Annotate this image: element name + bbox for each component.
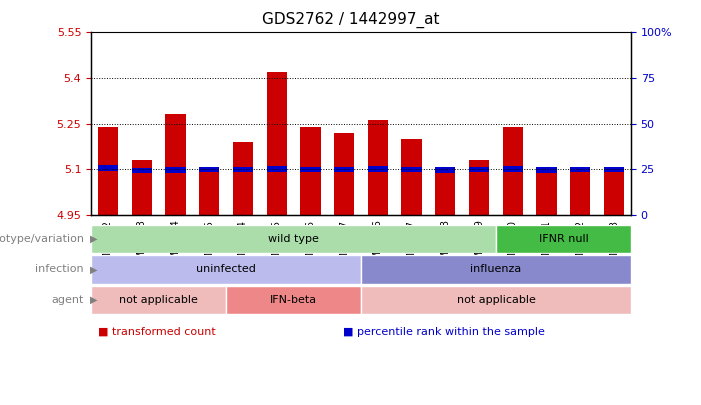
- Bar: [503, 166, 523, 172]
- Text: GDS2762 / 1442997_at: GDS2762 / 1442997_at: [261, 12, 440, 28]
- Bar: [402, 167, 422, 172]
- FancyBboxPatch shape: [361, 255, 631, 284]
- Text: agent: agent: [52, 295, 84, 305]
- FancyBboxPatch shape: [91, 286, 226, 314]
- Bar: [165, 167, 186, 173]
- Bar: [536, 172, 557, 215]
- Bar: [233, 167, 253, 172]
- Text: not applicable: not applicable: [119, 295, 198, 305]
- Text: not applicable: not applicable: [456, 295, 536, 305]
- Bar: [266, 166, 287, 172]
- Bar: [604, 169, 624, 215]
- Bar: [368, 166, 388, 172]
- Bar: [98, 166, 118, 171]
- Bar: [334, 167, 354, 173]
- Bar: [300, 127, 320, 215]
- Bar: [300, 167, 320, 172]
- Bar: [503, 127, 523, 215]
- Bar: [469, 167, 489, 173]
- Bar: [233, 142, 253, 215]
- Bar: [266, 72, 287, 215]
- Bar: [132, 168, 152, 173]
- FancyBboxPatch shape: [496, 225, 631, 253]
- Text: ▶: ▶: [90, 234, 97, 244]
- Bar: [570, 172, 590, 215]
- Bar: [435, 167, 456, 173]
- Text: wild type: wild type: [268, 234, 319, 244]
- Bar: [98, 127, 118, 215]
- Bar: [570, 167, 590, 173]
- Text: infection: infection: [36, 264, 84, 274]
- Text: ▶: ▶: [90, 295, 97, 305]
- Text: IFN-beta: IFN-beta: [270, 295, 317, 305]
- FancyBboxPatch shape: [226, 286, 361, 314]
- Bar: [604, 167, 624, 172]
- Bar: [368, 121, 388, 215]
- Text: ■ transformed count: ■ transformed count: [98, 327, 216, 337]
- Bar: [536, 167, 557, 173]
- Bar: [435, 169, 456, 215]
- Text: IFNR null: IFNR null: [538, 234, 588, 244]
- FancyBboxPatch shape: [361, 286, 631, 314]
- Text: ▶: ▶: [90, 264, 97, 274]
- Text: uninfected: uninfected: [196, 264, 256, 274]
- Bar: [132, 160, 152, 215]
- FancyBboxPatch shape: [91, 255, 361, 284]
- Bar: [334, 133, 354, 215]
- Bar: [199, 167, 219, 173]
- Bar: [469, 160, 489, 215]
- FancyBboxPatch shape: [91, 225, 496, 253]
- Bar: [402, 139, 422, 215]
- Text: influenza: influenza: [470, 264, 522, 274]
- Text: ■ percentile rank within the sample: ■ percentile rank within the sample: [343, 327, 545, 337]
- Bar: [199, 172, 219, 215]
- Bar: [165, 115, 186, 215]
- Text: genotype/variation: genotype/variation: [0, 234, 84, 244]
